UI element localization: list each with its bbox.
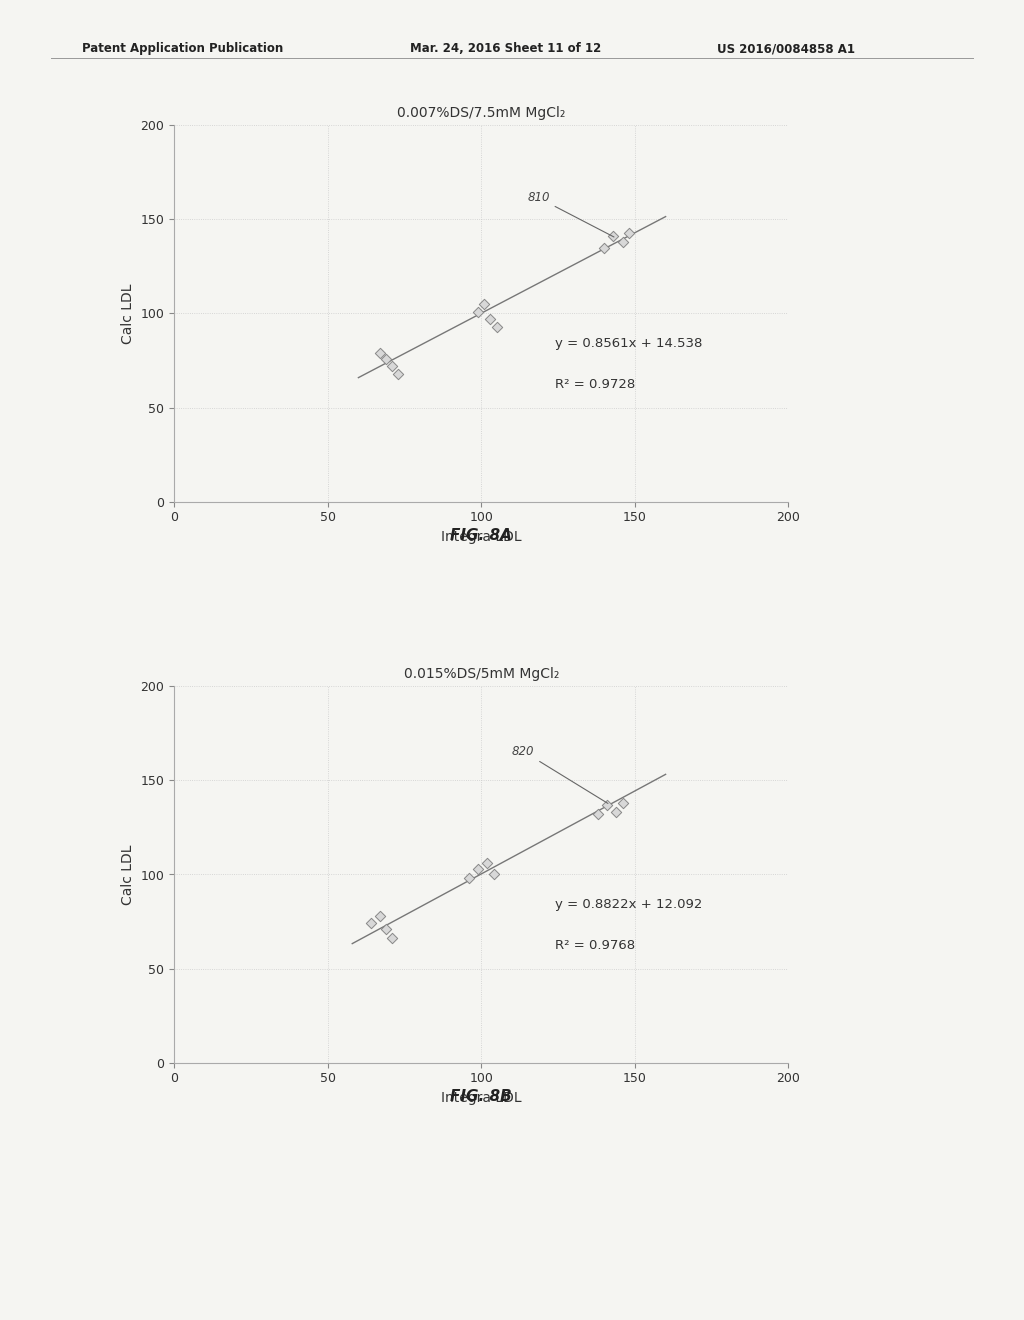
Title: 0.007%DS/7.5mM MgCl₂: 0.007%DS/7.5mM MgCl₂ xyxy=(397,106,565,120)
Point xyxy=(596,238,612,259)
Point xyxy=(362,913,379,935)
Point xyxy=(470,858,486,879)
Point xyxy=(476,293,493,314)
Point xyxy=(390,363,407,384)
Point xyxy=(614,231,631,252)
Point xyxy=(372,906,388,927)
Point xyxy=(614,792,631,813)
X-axis label: Integra LDL: Integra LDL xyxy=(441,529,521,544)
Text: R² = 0.9768: R² = 0.9768 xyxy=(555,940,635,953)
Text: US 2016/0084858 A1: US 2016/0084858 A1 xyxy=(717,42,855,55)
Point xyxy=(378,919,394,940)
Text: R² = 0.9728: R² = 0.9728 xyxy=(555,379,635,392)
Text: 820: 820 xyxy=(512,744,608,804)
Text: Mar. 24, 2016 Sheet 11 of 12: Mar. 24, 2016 Sheet 11 of 12 xyxy=(410,42,601,55)
Point xyxy=(372,342,388,363)
Point xyxy=(461,867,477,888)
Y-axis label: Calc LDL: Calc LDL xyxy=(121,284,135,343)
Text: Patent Application Publication: Patent Application Publication xyxy=(82,42,284,55)
X-axis label: Integra LDL: Integra LDL xyxy=(441,1090,521,1105)
Point xyxy=(605,226,622,247)
Point xyxy=(621,222,637,243)
Point xyxy=(378,348,394,370)
Point xyxy=(470,301,486,322)
Text: y = 0.8561x + 14.538: y = 0.8561x + 14.538 xyxy=(555,337,702,350)
Text: FIG. 8A: FIG. 8A xyxy=(451,528,512,543)
Text: y = 0.8822x + 12.092: y = 0.8822x + 12.092 xyxy=(555,898,702,911)
Point xyxy=(488,315,505,337)
Text: 810: 810 xyxy=(527,191,614,238)
Point xyxy=(384,928,400,949)
Text: FIG. 8B: FIG. 8B xyxy=(451,1089,512,1104)
Y-axis label: Calc LDL: Calc LDL xyxy=(121,845,135,904)
Point xyxy=(479,853,496,874)
Point xyxy=(482,309,499,330)
Point xyxy=(599,795,615,816)
Point xyxy=(590,804,606,825)
Title: 0.015%DS/5mM MgCl₂: 0.015%DS/5mM MgCl₂ xyxy=(403,667,559,681)
Point xyxy=(384,355,400,376)
Point xyxy=(485,863,502,884)
Point xyxy=(608,801,625,822)
